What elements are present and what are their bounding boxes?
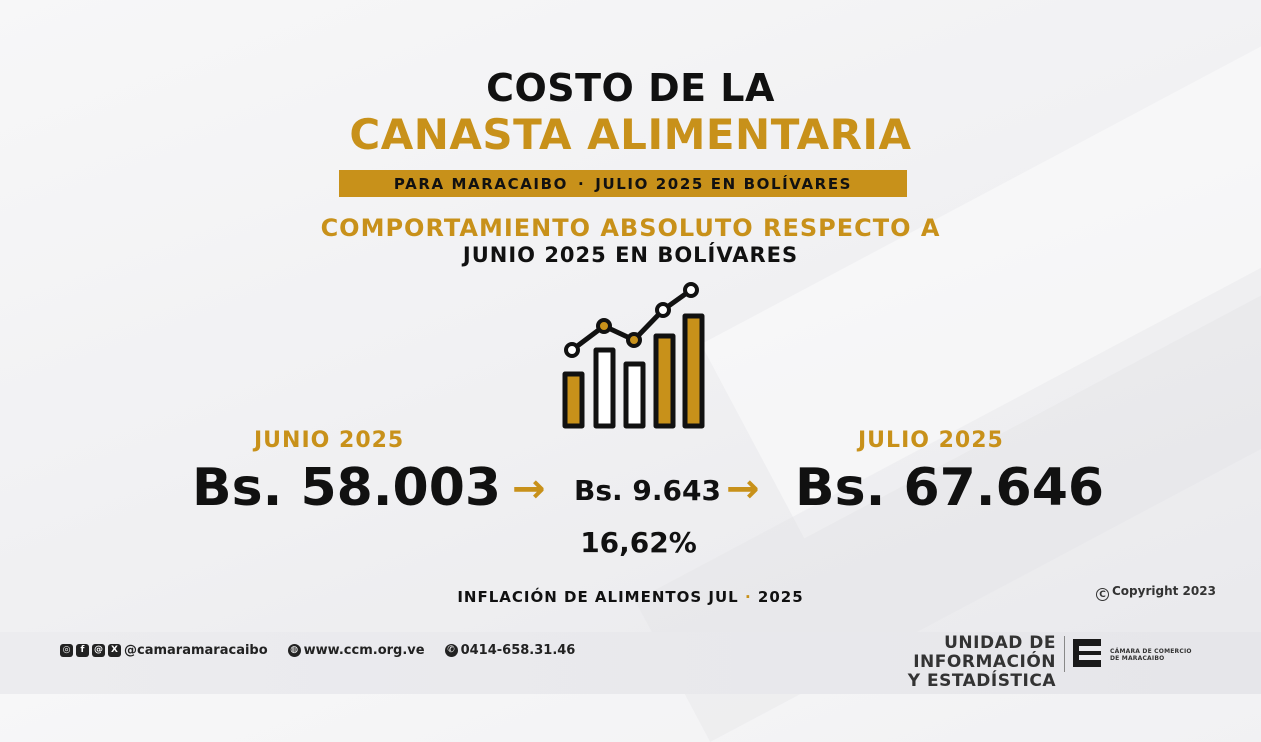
band-period: JULIO 2025 EN BOLÍVARES: [595, 174, 853, 193]
current-month-label: JULIO 2025: [858, 428, 1004, 453]
band-location: PARA MARACAIBO: [393, 174, 568, 193]
comparison-subheading: JUNIO 2025 EN BOLÍVARES: [462, 243, 799, 267]
facebook-icon[interactable]: f: [76, 644, 89, 657]
title-line-1: COSTO DE LA: [486, 66, 775, 110]
globe-icon: ◍: [287, 644, 301, 657]
unit-name: UNIDAD DE INFORMACIÓN Y ESTADÍSTICA: [816, 634, 1056, 691]
inflation-footnote: INFLACIÓN DE ALIMENTOS JUL · 2025: [0, 588, 1261, 606]
absolute-difference: Bs. 9.643: [574, 474, 721, 507]
contact-bar: ◎ f @ X @camaramaracaibo ◍ www.ccm.org.v…: [60, 643, 575, 658]
previous-month-value: Bs. 58.003: [192, 458, 502, 518]
unit-name-line-2: Y ESTADÍSTICA: [907, 671, 1056, 691]
organization-name: CÁMARA DE COMERCIO DE MARACAIBO: [1110, 648, 1192, 662]
band-separator: ·: [577, 174, 586, 193]
phone-number[interactable]: 0414-658.31.46: [460, 643, 576, 658]
ccm-logo-icon: [1073, 639, 1101, 667]
percent-change: 16,62%: [580, 526, 697, 559]
previous-month-label: JUNIO 2025: [254, 428, 405, 453]
footnote-year: 2025: [757, 588, 804, 606]
footer-divider: [1064, 636, 1065, 672]
copyright-icon: C: [1096, 588, 1109, 601]
chart-growth-icon: [562, 282, 705, 429]
social-handle[interactable]: @camaramaracaibo: [124, 643, 268, 658]
subtitle-band: PARA MARACAIBO · JULIO 2025 EN BOLÍVARES: [339, 170, 907, 197]
threads-icon[interactable]: @: [92, 644, 105, 657]
website-link[interactable]: www.ccm.org.ve: [303, 643, 425, 658]
title-line-2: CANASTA ALIMENTARIA: [349, 110, 912, 159]
arrow-right-icon: →: [726, 466, 760, 512]
instagram-icon[interactable]: ◎: [60, 644, 73, 657]
whatsapp-icon: ✆: [444, 644, 458, 657]
footer-bar: [0, 632, 1261, 694]
arrow-right-icon: →: [512, 466, 546, 512]
organization-name-line-1: CÁMARA DE COMERCIO: [1110, 648, 1192, 655]
copyright-notice: C Copyright 2023: [1096, 584, 1216, 601]
comparison-heading: COMPORTAMIENTO ABSOLUTO RESPECTO A: [320, 214, 941, 242]
x-icon[interactable]: X: [108, 644, 121, 657]
unit-name-line-1: UNIDAD DE INFORMACIÓN: [913, 633, 1056, 672]
current-month-value: Bs. 67.646: [795, 458, 1105, 518]
organization-name-line-2: DE MARACAIBO: [1110, 655, 1165, 662]
footnote-separator: ·: [744, 588, 752, 606]
footnote-label: INFLACIÓN DE ALIMENTOS JUL: [457, 588, 739, 606]
copyright-text: Copyright 2023: [1112, 584, 1216, 598]
